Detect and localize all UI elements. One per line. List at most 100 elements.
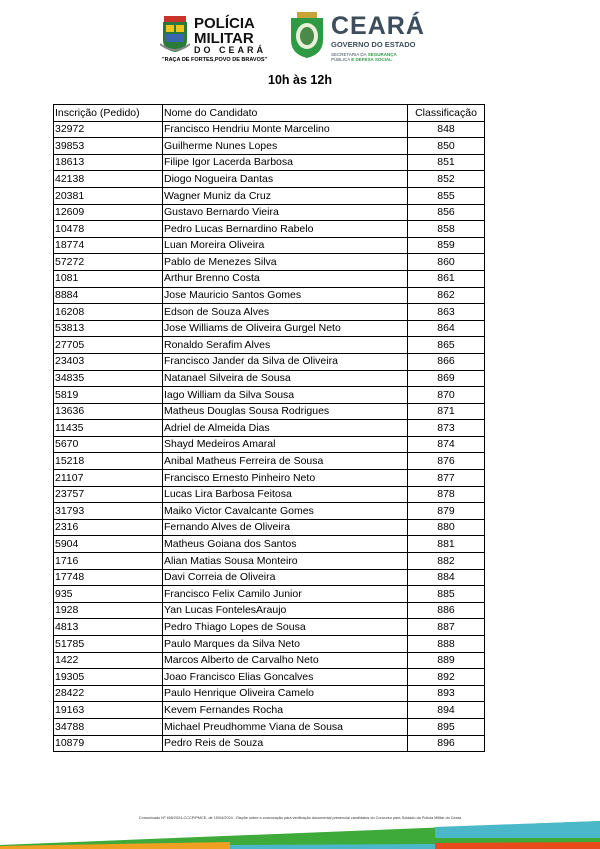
cell-nome: Edson de Souza Alves bbox=[162, 303, 408, 321]
table-row: 23757 Lucas Lira Barbosa Feitosa 878 bbox=[53, 485, 485, 504]
cell-nome: Marcos Alberto de Carvalho Neto bbox=[162, 651, 408, 670]
cell-inscricao: 34835 bbox=[53, 369, 163, 388]
cell-classificacao: 860 bbox=[407, 253, 485, 271]
table-row: 31793 Maiko Victor Cavalcante Gomes 879 bbox=[53, 502, 485, 520]
cell-nome: Gustavo Bernardo Vieira bbox=[162, 203, 408, 222]
cell-inscricao: 57272 bbox=[53, 253, 163, 271]
cell-inscricao: 935 bbox=[53, 585, 163, 603]
table-row: 17748 Davi Correia de Oliveira 884 bbox=[53, 568, 485, 587]
cell-inscricao: 8884 bbox=[53, 286, 163, 305]
cell-inscricao: 23757 bbox=[53, 485, 163, 504]
footer-color-band bbox=[0, 821, 600, 849]
table-row: 32972 Francisco Hendriu Monte Marcelino 84… bbox=[53, 120, 485, 139]
gov-logo: CEARÁ GOVERNO DO ESTADO SECRETARIA DA SE… bbox=[289, 12, 459, 66]
cell-classificacao: 893 bbox=[407, 684, 485, 703]
cell-nome: Shayd Medeiros Amaral bbox=[162, 435, 408, 454]
pm-logo: POLÍCIA MILITAR DO CEARÁ "RAÇA DE FORTES… bbox=[160, 10, 270, 64]
cell-inscricao: 5904 bbox=[53, 535, 163, 554]
cell-classificacao: 869 bbox=[407, 369, 485, 388]
cell-inscricao: 10879 bbox=[53, 734, 163, 753]
cell-inscricao: 21107 bbox=[53, 469, 163, 487]
cell-inscricao: 51785 bbox=[53, 635, 163, 653]
table-row: 28422 Paulo Henrique Oliveira Camelo 893 bbox=[53, 684, 485, 703]
cell-classificacao: 873 bbox=[407, 419, 485, 437]
pm-logo-line1: POLÍCIA bbox=[194, 15, 255, 32]
cell-nome: Iago William da Silva Sousa bbox=[162, 386, 408, 404]
cell-inscricao: 19163 bbox=[53, 701, 163, 719]
cell-inscricao: 18774 bbox=[53, 236, 163, 255]
gov-logo-dept: SECRETARIA DA SEGURANÇA PÚBLICA E DEFESA … bbox=[331, 52, 397, 63]
header-logos: POLÍCIA MILITAR DO CEARÁ "RAÇA DE FORTES… bbox=[0, 6, 600, 66]
table-row: 18774 Luan Moreira Oliveira 859 bbox=[53, 236, 485, 255]
cell-nome: Pedro Lucas Bernardino Rabelo bbox=[162, 220, 408, 238]
cell-classificacao: 894 bbox=[407, 701, 485, 719]
cell-nome: Francisco Felix Camilo Junior bbox=[162, 585, 408, 603]
pm-logo-line3: DO CEARÁ bbox=[194, 45, 267, 55]
time-slot-heading: 10h às 12h bbox=[268, 73, 332, 87]
table-row: 27705 Ronaldo Serafim Alves 865 bbox=[53, 336, 485, 354]
table-row: 10879 Pedro Reis de Souza 896 bbox=[53, 734, 485, 753]
table-row: 5819 Iago William da Silva Sousa 870 bbox=[53, 386, 485, 404]
cell-nome: Adriel de Almeida Dias bbox=[162, 419, 408, 437]
table-row: 8884 Jose Mauricio Santos Gomes 862 bbox=[53, 286, 485, 305]
cell-nome: Alian Matias Sousa Monteiro bbox=[162, 552, 408, 570]
cell-nome: Guilherme Nunes Lopes bbox=[162, 137, 408, 155]
cell-nome: Pedro Reis de Souza bbox=[162, 734, 408, 753]
cell-nome: Natanael Silveira de Sousa bbox=[162, 369, 408, 388]
table-row: 5904 Matheus Goiana dos Santos 881 bbox=[53, 535, 485, 554]
cell-nome: Paulo Henrique Oliveira Camelo bbox=[162, 684, 408, 703]
cell-nome: Pedro Thiago Lopes de Sousa bbox=[162, 618, 408, 636]
cell-nome: Jose Mauricio Santos Gomes bbox=[162, 286, 408, 305]
table-row: 51785 Paulo Marques da Silva Neto 888 bbox=[53, 635, 485, 653]
table-row: 53813 Jose Williams de Oliveira Gurgel Ne… bbox=[53, 319, 485, 338]
cell-nome: Lucas Lira Barbosa Feitosa bbox=[162, 485, 408, 504]
cell-classificacao: 896 bbox=[407, 734, 485, 753]
cell-inscricao: 28422 bbox=[53, 684, 163, 703]
table-row: 39853 Guilherme Nunes Lopes 850 bbox=[53, 137, 485, 155]
column-header-classificacao: Classificação bbox=[407, 104, 485, 122]
table-header-row: Inscrição (Pedido) Nome do Candidato Cla… bbox=[53, 104, 485, 122]
cell-inscricao: 31793 bbox=[53, 502, 163, 520]
cell-inscricao: 1716 bbox=[53, 552, 163, 570]
cell-inscricao: 53813 bbox=[53, 319, 163, 338]
cell-classificacao: 870 bbox=[407, 386, 485, 404]
cell-classificacao: 888 bbox=[407, 635, 485, 653]
cell-nome: Anibal Matheus Ferreira de Sousa bbox=[162, 452, 408, 471]
cell-classificacao: 876 bbox=[407, 452, 485, 471]
table-row: 19163 Kevem Fernandes Rocha 894 bbox=[53, 701, 485, 719]
cell-classificacao: 887 bbox=[407, 618, 485, 636]
cell-nome: Arthur Brenno Costa bbox=[162, 269, 408, 288]
cell-inscricao: 11435 bbox=[53, 419, 163, 437]
cell-classificacao: 878 bbox=[407, 485, 485, 504]
cell-classificacao: 889 bbox=[407, 651, 485, 670]
column-header-nome: Nome do Candidato bbox=[162, 104, 408, 122]
cell-nome: Paulo Marques da Silva Neto bbox=[162, 635, 408, 653]
cell-inscricao: 34788 bbox=[53, 717, 163, 736]
cell-inscricao: 10478 bbox=[53, 220, 163, 238]
table-row: 18613 Filipe Igor Lacerda Barbosa 851 bbox=[53, 153, 485, 172]
cell-nome: Yan Lucas FontelesAraujo bbox=[162, 601, 408, 620]
cell-nome: Jose Williams de Oliveira Gurgel Neto bbox=[162, 319, 408, 338]
cell-nome: Wagner Muniz da Cruz bbox=[162, 186, 408, 205]
table-row: 10478 Pedro Lucas Bernardino Rabelo 858 bbox=[53, 220, 485, 238]
cell-inscricao: 1081 bbox=[53, 269, 163, 288]
cell-classificacao: 882 bbox=[407, 552, 485, 570]
cell-classificacao: 856 bbox=[407, 203, 485, 222]
cell-nome: Francisco Hendriu Monte Marcelino bbox=[162, 120, 408, 139]
cell-classificacao: 852 bbox=[407, 170, 485, 188]
table-row: 1081 Arthur Brenno Costa 861 bbox=[53, 269, 485, 288]
cell-nome: Joao Francisco Elias Goncalves bbox=[162, 668, 408, 686]
cell-nome: Matheus Douglas Sousa Rodrigues bbox=[162, 402, 408, 421]
cell-inscricao: 5670 bbox=[53, 435, 163, 454]
cell-inscricao: 19305 bbox=[53, 668, 163, 686]
cell-classificacao: 877 bbox=[407, 469, 485, 487]
table-row: 935 Francisco Felix Camilo Junior 885 bbox=[53, 585, 485, 603]
cell-inscricao: 42138 bbox=[53, 170, 163, 188]
cell-nome: Kevem Fernandes Rocha bbox=[162, 701, 408, 719]
cell-classificacao: 865 bbox=[407, 336, 485, 354]
cell-nome: Luan Moreira Oliveira bbox=[162, 236, 408, 255]
cell-classificacao: 859 bbox=[407, 236, 485, 255]
cell-classificacao: 855 bbox=[407, 186, 485, 205]
cell-classificacao: 881 bbox=[407, 535, 485, 554]
cell-inscricao: 39853 bbox=[53, 137, 163, 155]
